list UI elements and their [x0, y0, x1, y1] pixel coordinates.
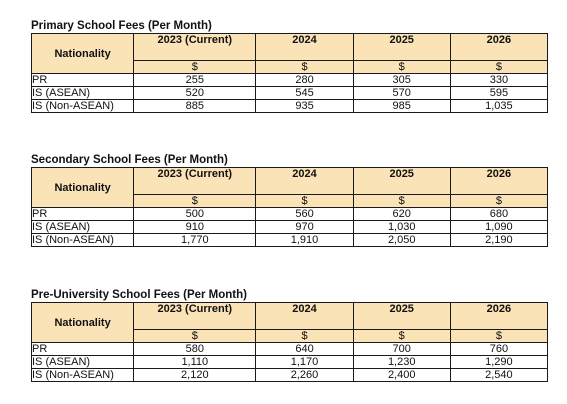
- currency-cell: $: [449, 329, 549, 343]
- table-row: PR 580 640 700 760: [30, 342, 549, 356]
- pre-university-fees-table: Nationality 2023 (Current) 2024 2025 2026 $ $ $…: [30, 302, 549, 382]
- nationality-label: IS (ASEAN): [30, 86, 135, 100]
- currency-cell: $: [133, 329, 257, 343]
- fee-value: 1,170: [255, 355, 354, 369]
- nationality-label: IS (Non-ASEAN): [30, 233, 135, 247]
- fee-value: 640: [255, 342, 354, 356]
- fee-value: 985: [352, 99, 451, 113]
- nationality-header: Nationality: [30, 33, 135, 74]
- fee-value: 2,050: [352, 233, 451, 247]
- fee-value: 570: [352, 86, 451, 100]
- currency-cell: $: [352, 194, 451, 208]
- currency-cell: $: [255, 329, 354, 343]
- fee-value: 1,230: [352, 355, 451, 369]
- fee-value: 560: [255, 207, 354, 221]
- year-header: 2024: [255, 302, 354, 330]
- primary-fees-title: Primary School Fees (Per Month): [31, 20, 212, 32]
- year-header: 2024: [255, 33, 354, 61]
- fee-value: 2,190: [449, 233, 549, 247]
- fee-value: 545: [255, 86, 354, 100]
- fee-value: 595: [449, 86, 549, 100]
- year-header: 2026: [449, 167, 549, 195]
- secondary-fees-table: Nationality 2023 (Current) 2024 2025 2026 $ $ $…: [30, 167, 549, 247]
- table-row: IS (ASEAN) 1,110 1,170 1,230 1,290: [30, 355, 549, 369]
- table-row: IS (Non-ASEAN) 1,770 1,910 2,050 2,190: [30, 233, 549, 247]
- currency-cell: $: [449, 60, 549, 74]
- fee-value: 680: [449, 207, 549, 221]
- fee-value: 1,910: [255, 233, 354, 247]
- header-row: Nationality 2023 (Current) 2024 2025 2026: [30, 33, 549, 74]
- currency-cell: $: [133, 60, 257, 74]
- fee-value: 500: [133, 207, 257, 221]
- header-row: Nationality 2023 (Current) 2024 2025 2026: [30, 167, 549, 208]
- pre-university-fees-section: Pre-University School Fees (Per Month) Na…: [30, 289, 549, 382]
- fee-value: 305: [352, 73, 451, 87]
- fee-value: 2,400: [352, 368, 451, 382]
- fee-value: 1,090: [449, 220, 549, 234]
- nationality-label: IS (ASEAN): [30, 355, 135, 369]
- fee-value: 760: [449, 342, 549, 356]
- fee-value: 620: [352, 207, 451, 221]
- currency-cell: $: [255, 60, 354, 74]
- fee-value: 1,770: [133, 233, 257, 247]
- nationality-header: Nationality: [30, 302, 135, 343]
- fee-value: 520: [133, 86, 257, 100]
- nationality-label: PR: [30, 342, 135, 356]
- year-header: 2023 (Current): [133, 302, 257, 330]
- fee-value: 910: [133, 220, 257, 234]
- fee-value: 700: [352, 342, 451, 356]
- nationality-label: PR: [30, 207, 135, 221]
- nationality-header: Nationality: [30, 167, 135, 208]
- table-row: PR 255 280 305 330: [30, 73, 549, 87]
- nationality-label: IS (Non-ASEAN): [30, 368, 135, 382]
- fee-value: 2,260: [255, 368, 354, 382]
- currency-cell: $: [352, 60, 451, 74]
- year-header: 2023 (Current): [133, 33, 257, 61]
- header-row: Nationality 2023 (Current) 2024 2025 2026: [30, 302, 549, 343]
- table-row: IS (ASEAN) 520 545 570 595: [30, 86, 549, 100]
- year-header: 2026: [449, 302, 549, 330]
- year-header: 2025: [352, 33, 451, 61]
- fee-value: 1,110: [133, 355, 257, 369]
- year-header: 2026: [449, 33, 549, 61]
- year-header: 2025: [352, 302, 451, 330]
- currency-cell: $: [352, 329, 451, 343]
- secondary-fees-title: Secondary School Fees (Per Month): [31, 154, 228, 166]
- fee-value: 1,035: [449, 99, 549, 113]
- fee-value: 885: [133, 99, 257, 113]
- fee-value: 2,540: [449, 368, 549, 382]
- primary-fees-section: Primary School Fees (Per Month) Nationali…: [30, 20, 549, 113]
- pre-university-fees-title: Pre-University School Fees (Per Month): [31, 289, 247, 301]
- currency-cell: $: [133, 194, 257, 208]
- fee-value: 970: [255, 220, 354, 234]
- fee-value: 935: [255, 99, 354, 113]
- year-header: 2024: [255, 167, 354, 195]
- fee-value: 255: [133, 73, 257, 87]
- primary-fees-table: Nationality 2023 (Current) 2024 2025 2026 $ $ $…: [30, 33, 549, 113]
- fee-value: 1,030: [352, 220, 451, 234]
- nationality-label: IS (Non-ASEAN): [30, 99, 135, 113]
- table-row: IS (Non-ASEAN) 885 935 985 1,035: [30, 99, 549, 113]
- currency-cell: $: [449, 194, 549, 208]
- nationality-label: PR: [30, 73, 135, 87]
- fee-value: 580: [133, 342, 257, 356]
- table-row: IS (Non-ASEAN) 2,120 2,260 2,400 2,540: [30, 368, 549, 382]
- currency-cell: $: [255, 194, 354, 208]
- year-header: 2025: [352, 167, 451, 195]
- year-header: 2023 (Current): [133, 167, 257, 195]
- fee-value: 1,290: [449, 355, 549, 369]
- secondary-fees-section: Secondary School Fees (Per Month) Nationa…: [30, 154, 549, 247]
- currency-row: $ $ $ $: [32, 60, 549, 74]
- fee-value: 330: [449, 73, 549, 87]
- nationality-label: IS (ASEAN): [30, 220, 135, 234]
- fee-value: 280: [255, 73, 354, 87]
- fee-value: 2,120: [133, 368, 257, 382]
- table-row: IS (ASEAN) 910 970 1,030 1,090: [30, 220, 549, 234]
- table-row: PR 500 560 620 680: [30, 207, 549, 221]
